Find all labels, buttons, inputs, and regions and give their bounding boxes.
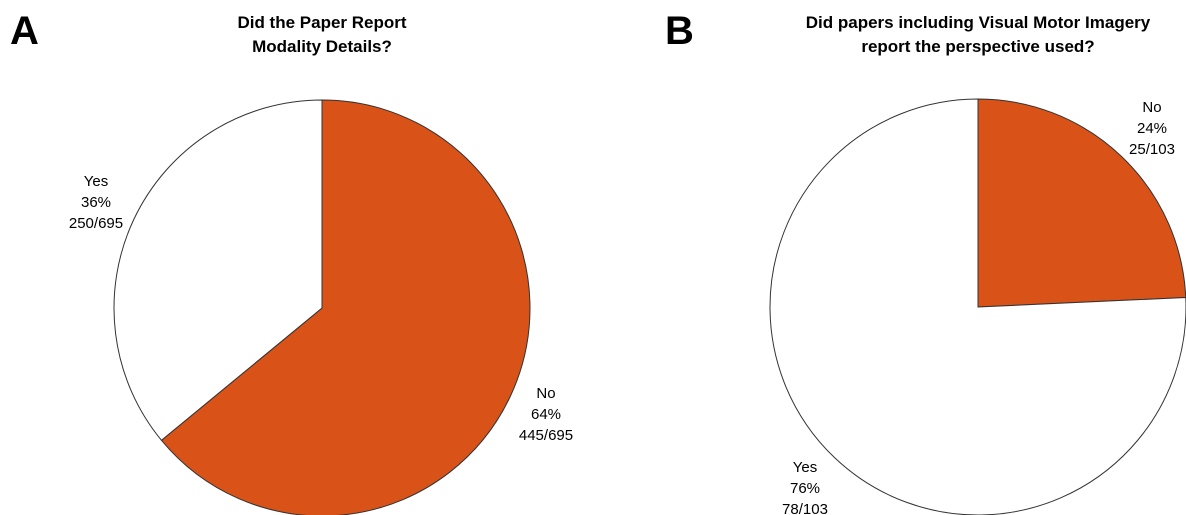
pie-a-label-no: No 64% 445/695 (519, 385, 573, 444)
pie-a-slice-no (160, 99, 531, 515)
panel-a: A Did the Paper Report Modality Details?… (10, 9, 573, 515)
panel-b: B Did papers including Visual Motor Imag… (665, 9, 1186, 515)
pie-b-label-no-percent: 24% (1137, 120, 1167, 137)
pie-b-label-yes-percent: 76% (790, 480, 820, 497)
panel-letter-a: A (10, 9, 39, 53)
pie-a-slice-yes (113, 99, 323, 441)
chart-a-title-line-1: Did the Paper Report (237, 13, 406, 32)
pie-a-label-no-name: No (536, 385, 555, 402)
chart-b-title-line-1: Did papers including Visual Motor Imager… (806, 13, 1151, 32)
pie-a-label-yes-name: Yes (84, 173, 108, 190)
chart-a-title-line-2: Modality Details? (252, 37, 392, 56)
pie-b-label-no-count: 25/103 (1129, 141, 1175, 158)
pie-b-slice-no (977, 98, 1186, 308)
pie-a-label-yes-count: 250/695 (69, 215, 123, 232)
panel-letter-b: B (665, 9, 694, 53)
pie-a-label-no-count: 445/695 (519, 427, 573, 444)
pie-b-label-no: No 24% 25/103 (1129, 99, 1175, 158)
pie-b-label-yes-name: Yes (793, 459, 817, 476)
pie-b-label-yes: Yes 76% 78/103 (782, 459, 828, 515)
pie-b-slice-yes (769, 98, 1186, 515)
pie-b-label-yes-count: 78/103 (782, 501, 828, 515)
pie-a-label-no-percent: 64% (531, 406, 561, 423)
pie-a-label-yes-percent: 36% (81, 194, 111, 211)
pie-a-label-yes: Yes 36% 250/695 (69, 173, 123, 232)
chart-b-title-line-2: report the perspective used? (861, 37, 1094, 56)
pie-b-label-no-name: No (1142, 99, 1161, 116)
